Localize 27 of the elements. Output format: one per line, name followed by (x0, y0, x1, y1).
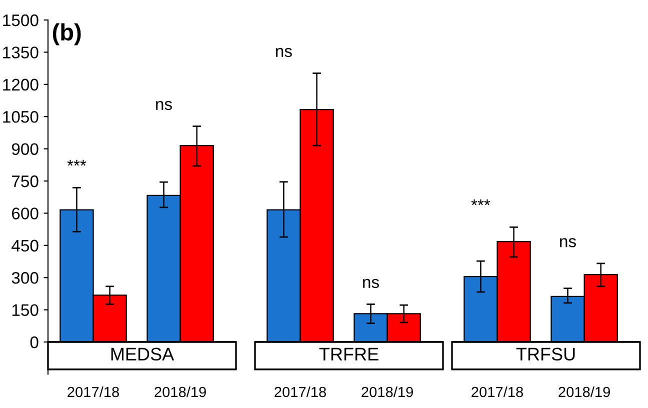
text: TRFRE (319, 348, 378, 360)
y-tick-label: 1200 (3, 78, 38, 91)
x-tick-label: 2018/19 (558, 386, 610, 398)
y-tick-label: 1500 (3, 14, 38, 26)
x-tick-label: 2017/18 (274, 386, 326, 398)
y-tick-label: 1050 (3, 111, 38, 123)
y-tick-label: 150 (12, 304, 38, 316)
x-tick-label: 2017/18 (68, 386, 119, 398)
y-tick-label: 750 (12, 175, 38, 188)
annotation: ns (560, 238, 576, 248)
y-tick-label: 450 (12, 240, 38, 252)
annotation: ns (363, 278, 379, 288)
annotation: ns (156, 100, 172, 110)
text: TRFSU (516, 348, 575, 361)
annotation: ns (276, 48, 292, 58)
y-tick-label: 600 (12, 208, 38, 220)
x-tick-label: 2017/18 (472, 386, 523, 398)
y-tick-label: 300 (12, 272, 38, 284)
x-tick-label: 2018/19 (154, 386, 206, 398)
annotation: *** (67, 160, 86, 166)
x-tick-label: 2018/19 (362, 386, 413, 398)
chart-subtitle: (b) (52, 23, 81, 46)
text: MEDSA (111, 348, 174, 361)
y-tick-label: 900 (12, 143, 38, 156)
y-tick-label: 0 (30, 336, 38, 348)
y-tick-label: 1350 (3, 46, 38, 58)
annotation: *** (471, 199, 490, 206)
